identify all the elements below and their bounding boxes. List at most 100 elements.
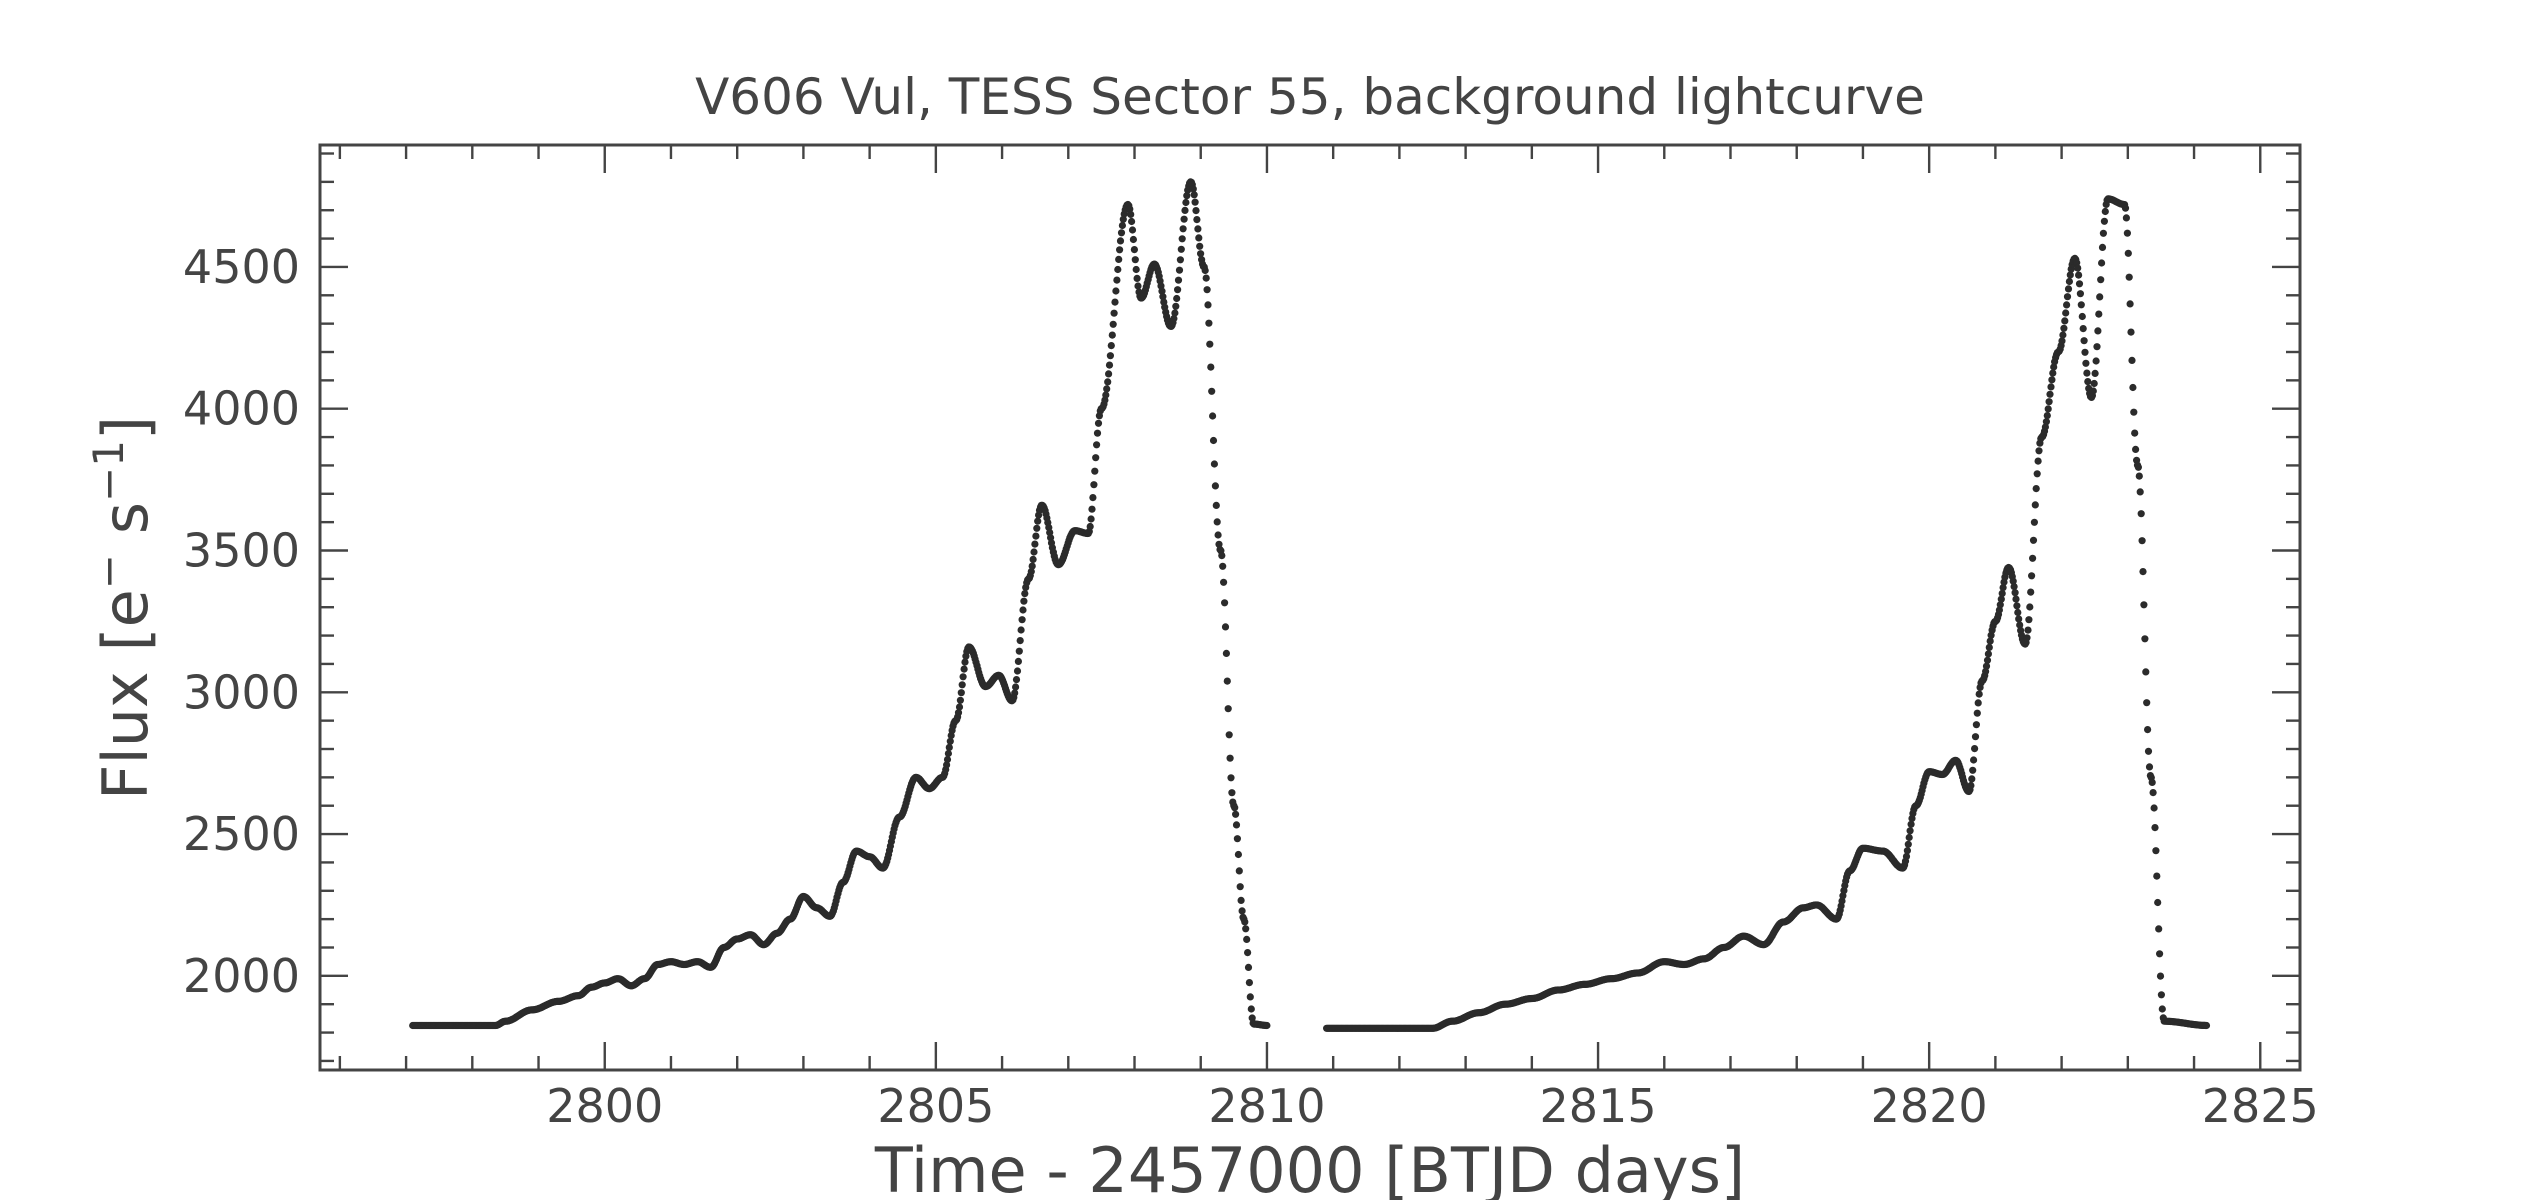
data-point [1016,637,1024,645]
data-point [1032,532,1040,540]
data-point [2091,369,2099,377]
data-point [1969,766,1977,774]
data-point [1113,276,1121,284]
data-point [1119,215,1127,223]
y-tick-label: 2000 [183,949,300,1003]
data-point [1174,286,1182,294]
data-point [2143,699,2151,707]
data-point [2059,331,2067,339]
x-tick-label: 2815 [1540,1079,1657,1133]
data-point [1172,302,1180,310]
data-point [1086,522,1094,531]
data-point [2127,328,2135,336]
data-point [1228,789,1236,797]
data-point [2027,588,2035,596]
data-point [2042,418,2050,426]
data-point [1223,677,1231,685]
data-point [2035,447,2043,455]
data-point [1092,454,1100,462]
data-point [1109,320,1117,328]
data-point [1112,287,1120,295]
data-point [1108,331,1116,339]
data-point [1219,562,1227,570]
data-point [1905,833,1913,842]
data-point [1967,781,1975,790]
data-point [2081,348,2089,356]
data-point [2156,950,2164,958]
data-point [2044,405,2052,413]
data-point [959,673,967,681]
data-point [1130,246,1138,254]
data-point [2032,485,2040,493]
data-point [2009,577,2017,585]
data-point [1231,804,1239,812]
data-point [1972,721,1980,729]
data-point [1212,501,1220,509]
data-point [1244,963,1253,972]
data-point [960,665,968,673]
data-point [1207,363,1215,371]
data-point [2066,271,2074,279]
data-point [1986,637,1994,645]
data-point [1158,287,1166,295]
data-point [1968,775,1976,783]
data-point [1220,578,1228,586]
data-point [1263,1021,1271,1030]
data-point [1997,595,2005,603]
y-tick-label: 4000 [183,382,300,436]
data-point [1246,993,1254,1001]
data-point [1224,705,1232,713]
x-axis-label: Time - 2457000 [BTJD days] [874,1134,1745,1200]
data-point [1243,935,1251,944]
data-point [1102,391,1110,399]
data-point [1179,225,1187,233]
data-point [2079,325,2087,333]
data-point [1128,226,1137,234]
data-point [1225,731,1233,739]
data-point [1091,467,1099,475]
data-point [946,737,954,745]
data-point [2126,300,2134,308]
data-point [1209,412,1217,420]
data-point [1115,255,1123,263]
data-point [2138,537,2146,545]
x-tick-label: 2825 [2202,1079,2319,1133]
data-point [1984,650,1992,658]
data-point [1019,606,1027,614]
data-point [1982,662,1991,670]
data-point [2144,726,2152,734]
y-axis-label-end: ] [89,416,162,440]
data-point [1902,852,1911,861]
y-axis-label-text: Flux [e [89,589,162,800]
data-point [1973,709,1981,717]
data-point [1183,192,1191,200]
data-point [2060,324,2068,332]
y-axis-label-sup2: −1 [84,440,133,502]
data-point [1170,314,1178,323]
data-point [1974,699,1982,707]
data-point [1117,229,1126,237]
data-point [1033,524,1041,532]
data-point [2075,271,2083,279]
data-point [2095,310,2103,318]
x-tick-label: 2810 [1208,1079,1325,1133]
data-point [1181,206,1189,214]
data-point [1194,225,1202,233]
data-point [1242,925,1250,933]
chart-title: V606 Vul, TESS Sector 55, background lig… [695,68,1925,126]
data-point [1177,245,1185,253]
data-point [1088,505,1096,513]
data-point [1104,378,1112,386]
data-point [961,658,969,666]
data-point [1209,436,1218,445]
data-point [2148,778,2156,787]
data-point [1236,883,1244,891]
data-point [2046,390,2054,398]
data-point [1245,979,1253,987]
data-point [1214,531,1222,539]
data-point [2094,327,2102,335]
data-point [957,689,965,697]
data-point [1996,601,2004,609]
data-point [1031,540,1039,548]
